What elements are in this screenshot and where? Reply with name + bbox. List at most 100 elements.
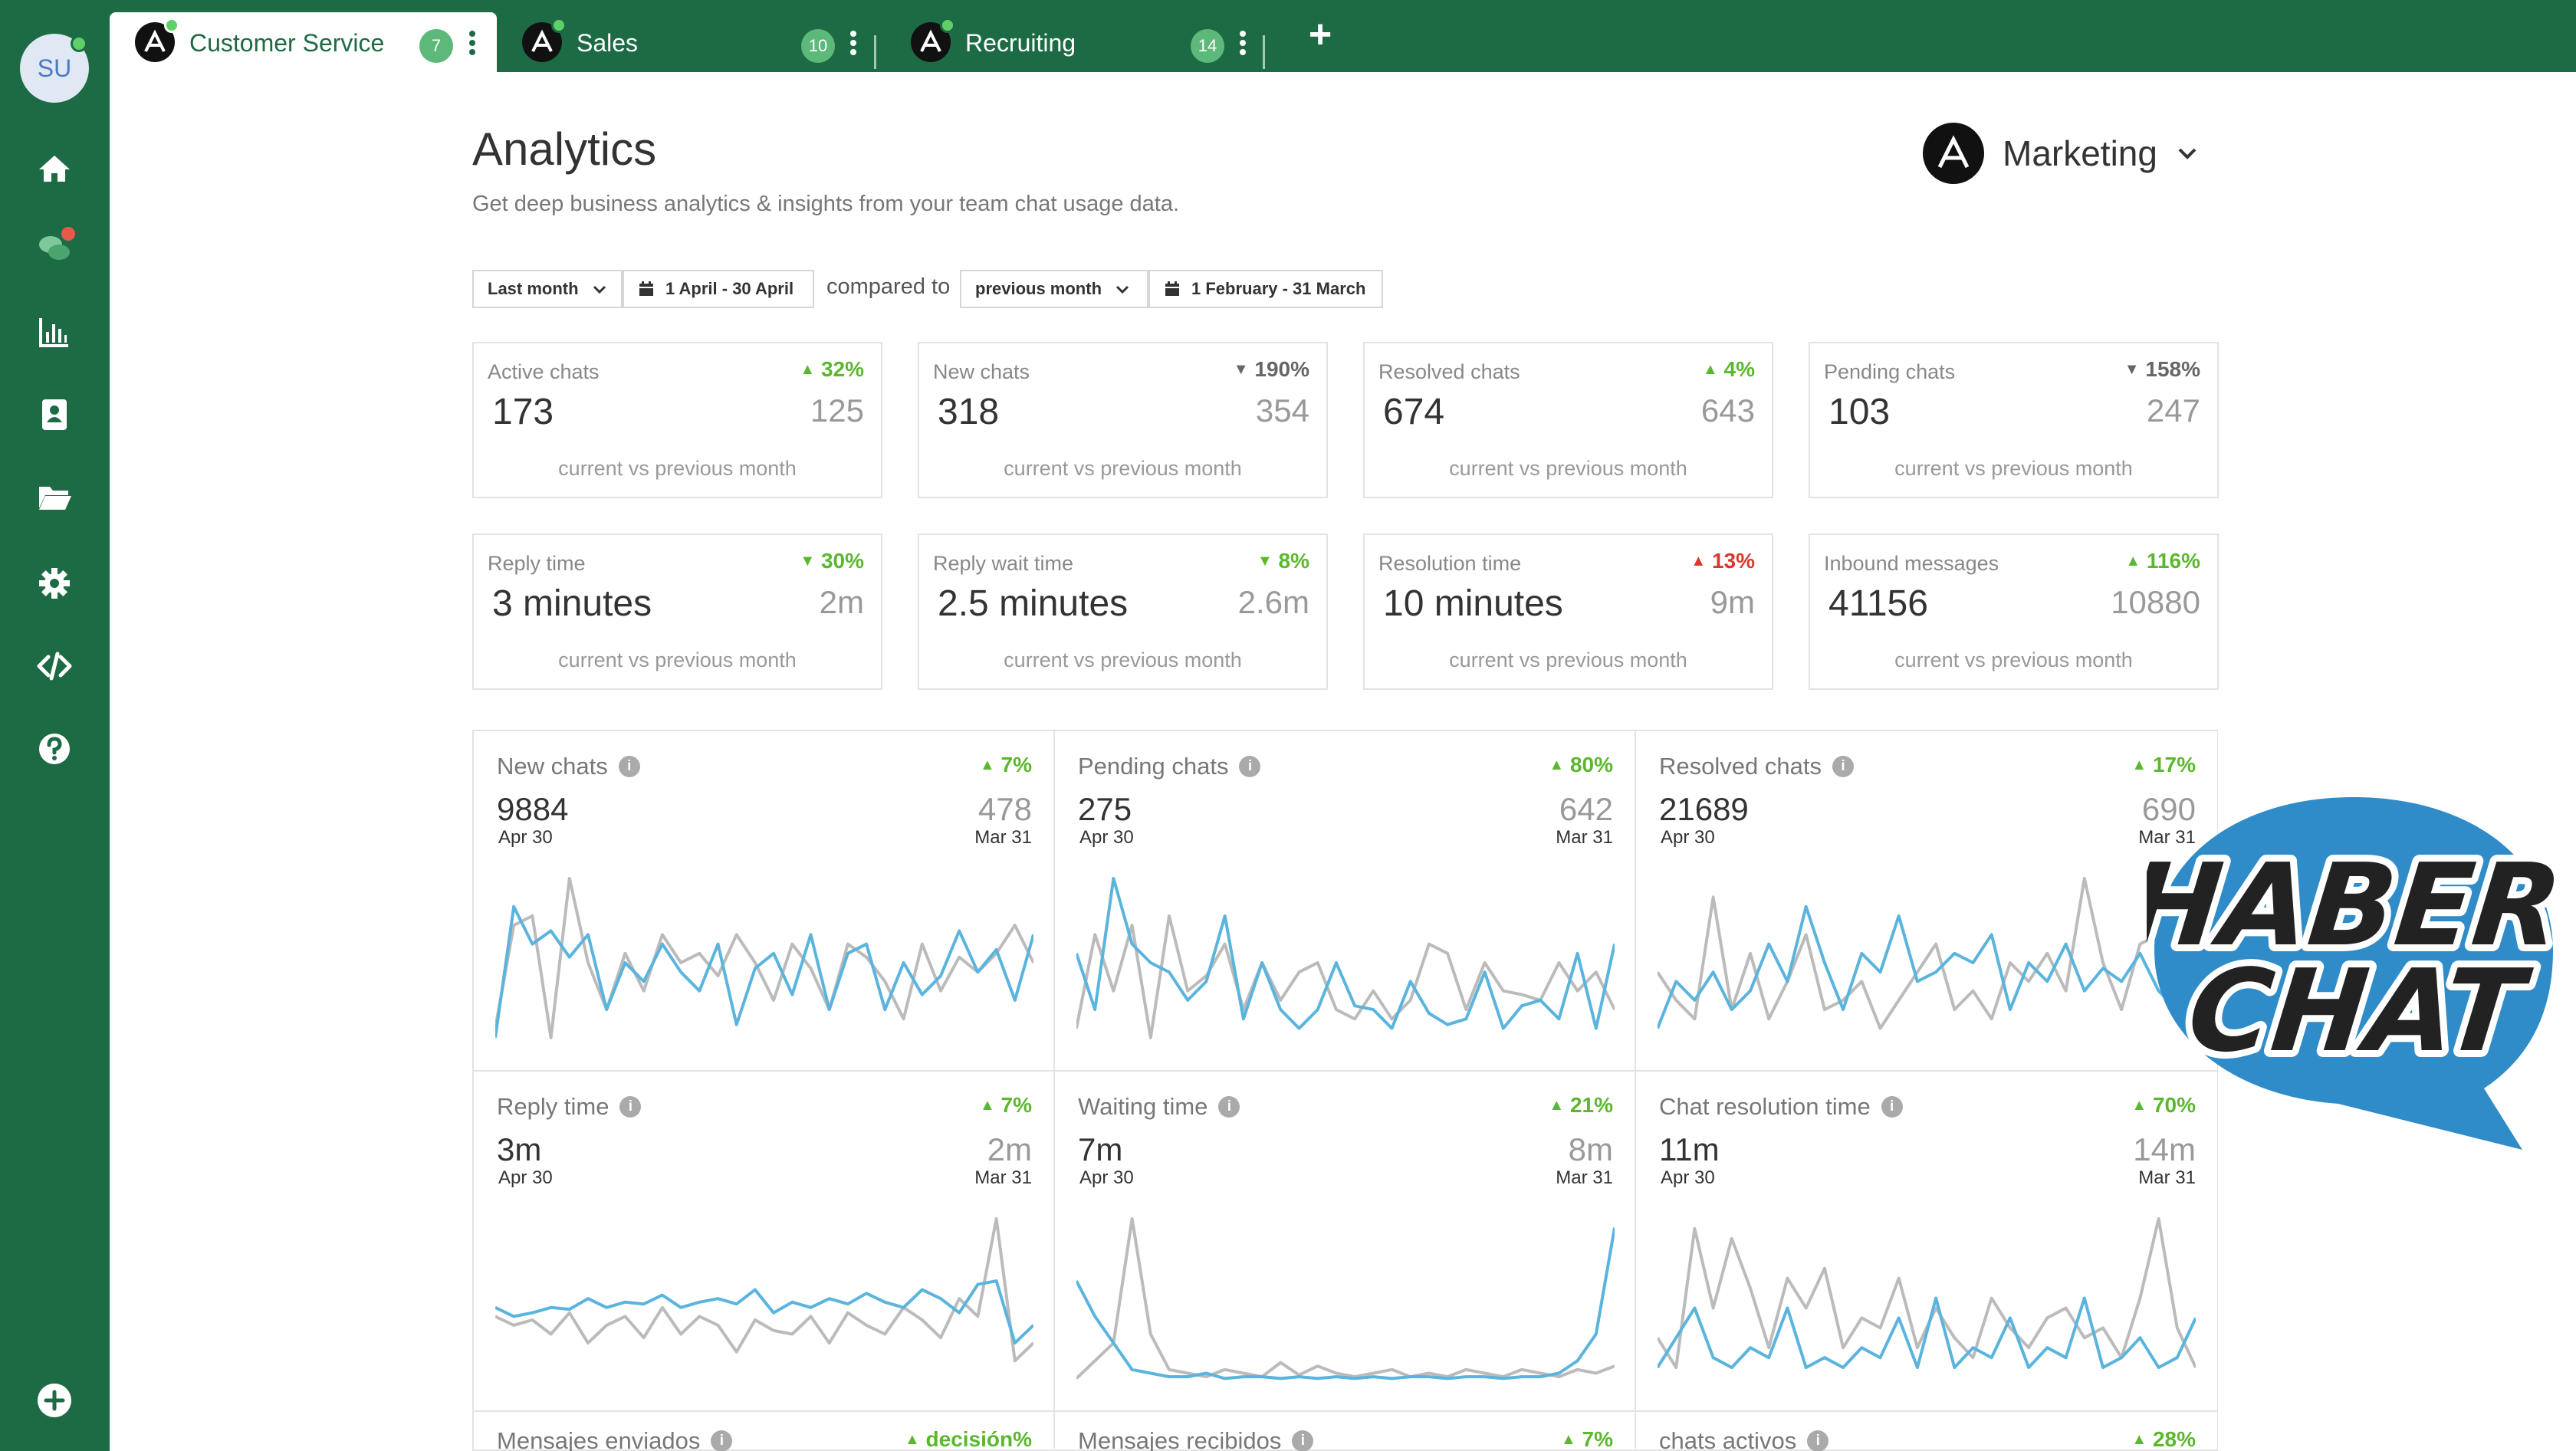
chart-title: Resolved chats i [1659,753,1854,780]
chart-previous-value: 690 [2141,791,2196,827]
stat-caption: current vs previous month [1894,648,2133,671]
stat-change-value: 13% [1711,549,1755,573]
info-icon[interactable]: i [1218,1096,1240,1118]
chart-title: Chat resolution time i [1659,1093,1903,1121]
stat-current-value: 2.5 minutes [938,583,1129,624]
sparkline-chart [495,877,1033,1039]
tab-recruiting[interactable]: Recruiting 14 [884,12,1271,72]
info-icon[interactable]: i [1292,1430,1314,1451]
team-selector[interactable]: Marketing [1923,123,2200,184]
stat-caption: current vs previous month [558,648,797,671]
stat-caption: current vs previous month [1449,457,1687,480]
chart-change: ▲ 7% [980,753,1032,777]
team-logo-icon [135,18,179,62]
settings-icon[interactable] [34,563,75,604]
trend-arrow-icon: ▲ [2131,757,2147,773]
stat-change: ▲ 32% [800,357,864,382]
date-range-picker[interactable]: 1 April - 30 April [623,270,814,308]
avatar[interactable]: SU [20,34,89,103]
chats-icon[interactable] [34,227,75,268]
chart-panel-reply-time: Reply time i ▲ 7% 3m 2m Apr 30 Mar 31 [474,1072,1055,1412]
stat-previous-value: 125 [810,392,864,428]
chart-previous-date: Mar 31 [1556,827,1613,848]
tab-sales[interactable]: Sales 10 [497,12,880,72]
info-icon[interactable]: i [1807,1430,1829,1451]
stat-current-value: 318 [938,392,1000,432]
chart-title-text: Mensajes enviados [497,1427,701,1451]
tab-label: Customer Service [189,29,385,57]
info-icon[interactable]: i [1832,756,1854,777]
stat-label: Active chats [488,360,600,383]
stat-previous-value: 247 [2146,392,2200,428]
contacts-icon[interactable] [34,394,75,435]
svg-text:HABER: HABER [2147,839,2561,971]
stat-current-value: 41156 [1829,583,1928,624]
sparkline-chart [1076,1217,1615,1380]
tab-customer-service[interactable]: Customer Service 7 [110,12,497,72]
tab-divider [1263,35,1265,69]
stat-current-value: 3 minutes [492,583,652,624]
chart-current-value: 7m [1078,1131,1123,1167]
add-tab-button[interactable]: + [1308,12,1332,57]
tab-badge: 7 [419,29,453,63]
info-icon[interactable]: i [1881,1096,1903,1118]
compare-period-select[interactable]: previous month [960,270,1148,308]
stat-change-value: 116% [2146,549,2200,573]
sparkline-chart [1658,877,2196,1030]
previous-period-line [1658,877,2196,1030]
compare-range-picker[interactable]: 1 February - 31 March [1148,270,1383,308]
svg-text:HABER: HABER [2147,839,2561,971]
stat-card-reply-wait-time: Reply wait time ▼ 8% 2.5 minutes 2.6m cu… [918,533,1328,690]
trend-arrow-icon: ▲ [1702,361,1718,378]
analytics-icon[interactable] [34,311,75,353]
help-icon[interactable] [34,728,75,770]
chart-change-value: 7% [1001,1093,1032,1117]
team-name: Marketing [2003,133,2157,173]
stat-change: ▲ 13% [1691,549,1755,573]
trend-arrow-icon: ▲ [1549,757,1565,773]
chart-current-date: Apr 30 [498,1167,553,1188]
info-icon[interactable]: i [619,1096,642,1118]
chart-change-value: 28% [2152,1427,2196,1451]
previous-period-line [1076,1217,1615,1380]
info-icon[interactable]: i [1239,756,1261,777]
tab-badge: 14 [1191,29,1224,63]
unread-dot [61,227,75,241]
stat-previous-value: 10880 [2111,584,2200,620]
tab-menu-icon[interactable] [849,28,858,61]
folder-icon[interactable] [34,477,75,518]
compare-period-value: previous month [975,279,1102,298]
chart-change-value: 7% [1582,1427,1613,1451]
period-select[interactable]: Last month [472,270,623,308]
team-logo-icon [911,18,955,62]
page-subtitle: Get deep business analytics & insights f… [472,192,1180,216]
tab-label: Sales [577,29,639,57]
tab-menu-icon[interactable] [1238,28,1247,61]
stat-change-value: 4% [1723,357,1755,381]
chart-change: ▲ 7% [980,1093,1032,1118]
stat-change-value: 32% [820,357,864,381]
tab-menu-icon[interactable] [468,28,477,61]
home-icon[interactable] [34,149,75,190]
info-icon[interactable]: i [618,756,640,777]
stat-card-resolved-chats: Resolved chats ▲ 4% 674 643 current vs p… [1363,342,1773,498]
current-period-line [495,904,1033,1039]
code-icon[interactable] [34,645,75,687]
sparkline-chart [495,1217,1033,1363]
chart-title-text: Resolved chats [1659,753,1822,780]
trend-arrow-icon: ▲ [1560,1431,1576,1448]
info-icon[interactable]: i [711,1430,733,1451]
stat-current-value: 10 minutes [1383,583,1563,624]
add-icon[interactable] [34,1380,75,1421]
stat-change: ▼ 158% [2124,357,2200,382]
sparkline-chart [1076,877,1615,1039]
date-range-value: 1 April - 30 April [665,279,794,298]
chart-current-date: Apr 30 [1661,827,1715,848]
stat-current-value: 674 [1383,392,1445,432]
trend-arrow-icon: ▲ [979,757,995,773]
stat-caption: current vs previous month [1894,457,2133,480]
stat-previous-value: 643 [1700,392,1755,428]
page-title: Analytics [472,123,657,175]
stat-caption: current vs previous month [1004,648,1242,671]
trend-arrow-icon: ▲ [1691,553,1707,570]
